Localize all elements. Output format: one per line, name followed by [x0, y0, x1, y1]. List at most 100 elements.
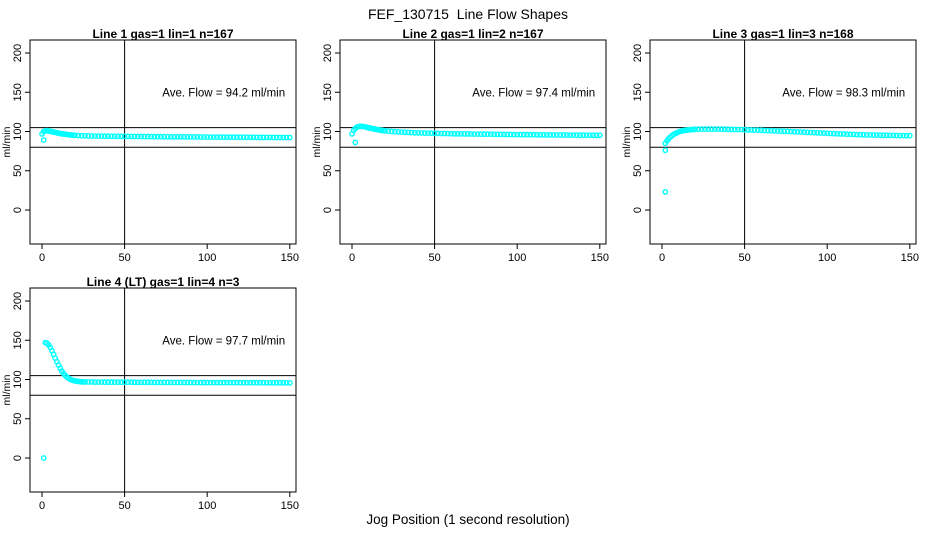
data-point — [398, 129, 405, 136]
data-point — [754, 127, 761, 134]
data-point — [715, 126, 722, 133]
data-point — [224, 379, 230, 386]
y-tick-label: 150 — [632, 83, 644, 101]
panel-line1: 0 50 100 150 0 50 100 150 200 ml/min Ave. Flow = 9… — [0, 20, 312, 266]
data-point — [214, 379, 221, 386]
data-point — [718, 126, 725, 133]
data-point — [164, 133, 171, 140]
data-point — [537, 131, 544, 138]
data-point — [138, 133, 145, 140]
data-point — [797, 129, 804, 135]
data-point — [214, 134, 221, 141]
data-point — [88, 379, 95, 385]
panel-line2-title: Line 2 gas=1 lin=2 n=167 — [402, 27, 544, 41]
data-point — [283, 134, 290, 141]
x-tick-label: 150 — [591, 252, 609, 264]
data-point — [781, 128, 788, 135]
ave-flow-annotation: Ave. Flow = 97.7 ml/min — [162, 335, 285, 347]
data-point — [590, 132, 597, 139]
data-point — [138, 379, 145, 386]
data-point — [121, 133, 128, 140]
data-point — [520, 131, 527, 138]
data-point — [128, 133, 135, 140]
data-point — [421, 130, 428, 137]
data-point — [101, 379, 108, 386]
data-point — [458, 131, 464, 137]
data-point — [402, 129, 408, 136]
data-point — [883, 132, 890, 139]
y-tick-label: 50 — [322, 165, 334, 177]
data-point — [111, 379, 118, 386]
data-point — [583, 132, 590, 139]
data-point — [801, 129, 808, 136]
data-point — [540, 132, 547, 138]
data-point — [725, 126, 732, 133]
data-point — [240, 134, 247, 141]
data-point — [82, 379, 88, 385]
data-point — [563, 132, 570, 138]
data-point — [233, 379, 240, 386]
data-point — [273, 379, 280, 386]
data-point — [75, 132, 82, 139]
data-point — [194, 379, 201, 386]
data-point — [204, 134, 211, 141]
data-point — [425, 130, 431, 137]
data-point — [708, 126, 715, 133]
data-point — [286, 380, 293, 386]
data-point — [721, 126, 728, 133]
data-point — [382, 127, 388, 134]
y-axis-label: ml/min — [311, 126, 323, 157]
data-point — [510, 131, 517, 138]
data-point — [441, 130, 448, 137]
plot-frame — [29, 287, 297, 493]
data-point — [847, 131, 854, 138]
x-tick-label: 100 — [508, 252, 526, 264]
data-point — [283, 380, 290, 386]
data-point — [40, 455, 47, 461]
data-point — [853, 131, 860, 138]
data-point — [227, 379, 234, 386]
x-tick-label: 100 — [198, 500, 216, 512]
data-point — [115, 133, 121, 140]
data-points — [40, 339, 293, 461]
data-point — [567, 132, 573, 139]
data-point — [98, 379, 105, 386]
data-point — [702, 126, 708, 133]
data-point — [814, 129, 821, 136]
y-tick-label: 100 — [12, 370, 24, 388]
data-point — [240, 379, 247, 386]
y-axis-label: ml/min — [621, 126, 633, 157]
data-point — [131, 379, 138, 386]
y-tick-label: 50 — [12, 413, 24, 425]
y-tick-label: 200 — [12, 44, 24, 62]
data-point — [870, 132, 877, 138]
x-tick-label: 0 — [39, 500, 45, 512]
y-tick-label: 0 — [12, 455, 24, 461]
data-point — [844, 131, 850, 138]
data-point — [181, 134, 188, 140]
y-tick-label: 0 — [632, 207, 644, 213]
data-point — [435, 130, 441, 137]
data-point — [98, 133, 105, 140]
data-point — [547, 132, 554, 138]
data-point — [863, 132, 870, 138]
data-point — [903, 132, 910, 139]
ave-flow-annotation: Ave. Flow = 98.3 ml/min — [782, 87, 905, 99]
data-point — [164, 379, 171, 386]
data-point — [171, 133, 178, 140]
data-point — [431, 130, 438, 137]
y-tick-label: 100 — [12, 122, 24, 140]
data-point — [148, 379, 154, 386]
data-point — [237, 379, 244, 386]
data-point — [144, 379, 151, 386]
data-point — [464, 131, 471, 137]
data-point — [777, 128, 784, 135]
data-point — [530, 131, 537, 138]
data-point — [108, 133, 115, 140]
data-point — [243, 134, 250, 141]
y-tick-label: 0 — [12, 207, 24, 213]
data-point — [487, 131, 494, 138]
data-point — [276, 379, 283, 386]
data-point — [834, 130, 841, 137]
panel-line3-plot: 0 50 100 150 0 50 100 150 200 ml/min Ave. Flow = 9… — [621, 39, 919, 264]
